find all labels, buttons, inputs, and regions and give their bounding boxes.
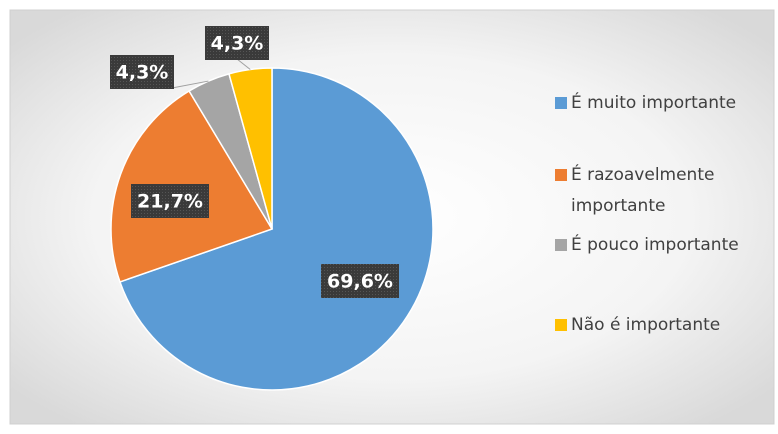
- legend-swatch: [555, 239, 567, 251]
- leader-line: [171, 80, 209, 89]
- legend-swatch: [555, 97, 567, 109]
- pie-slice: [228, 67, 273, 230]
- label-box: [131, 184, 209, 218]
- legend-label: Não é importante: [571, 315, 720, 335]
- data-label: 4,3%: [211, 33, 264, 55]
- legend-label: É pouco importante: [571, 233, 739, 255]
- label-box: [205, 26, 269, 60]
- legend-label: É razoavelmente importante: [571, 163, 714, 216]
- legend-label: É muito importante: [571, 91, 736, 113]
- leader-line: [236, 58, 251, 70]
- legend: É muito importante É razoavelmente importa…: [555, 91, 739, 335]
- data-label: 4,3%: [116, 62, 169, 84]
- pie: [110, 67, 434, 391]
- legend-swatch: [555, 169, 567, 181]
- data-labels: 69,6% 21,7% 4,3% 4,3%: [110, 26, 399, 298]
- label-box: [321, 264, 399, 298]
- data-label: 69,6%: [327, 271, 393, 293]
- legend-swatch: [555, 319, 567, 331]
- data-label: 21,7%: [137, 191, 203, 213]
- label-box: [110, 55, 174, 89]
- pie-slice: [118, 67, 434, 391]
